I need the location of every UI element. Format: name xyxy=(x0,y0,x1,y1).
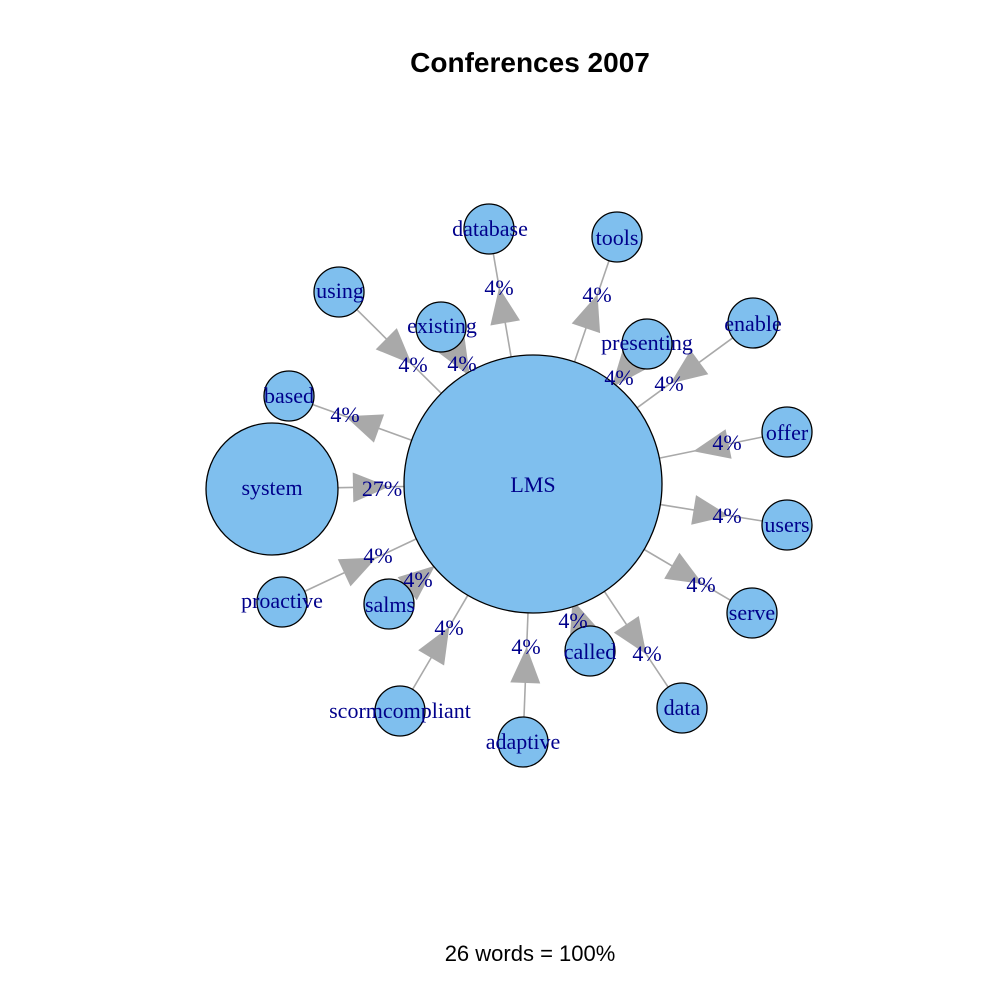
node-label-offer: offer xyxy=(766,420,809,445)
node-label-system: system xyxy=(241,475,302,500)
edge-label-presenting-lms: 4% xyxy=(604,365,633,390)
edge-layer xyxy=(304,253,763,718)
edge-arrow-existing-lms xyxy=(438,337,470,377)
node-enable xyxy=(727,297,779,349)
edge-arrow-presenting-lms xyxy=(611,350,646,388)
node-based xyxy=(263,370,315,422)
edge-label-scormcompliant-lms: 4% xyxy=(434,615,463,640)
node-label-tools: tools xyxy=(596,225,639,250)
node-label-database: database xyxy=(452,216,528,241)
edge-label-system-lms: 27% xyxy=(362,476,402,501)
node-data xyxy=(656,682,708,734)
edge-label-lms-based: 4% xyxy=(330,402,359,427)
node-label-users: users xyxy=(764,512,809,537)
node-label-existing: existing xyxy=(407,313,477,338)
node-label-adaptive: adaptive xyxy=(486,729,561,754)
edge-arrow-enable-lms xyxy=(670,350,709,384)
edge-label-existing-lms: 4% xyxy=(447,351,476,376)
edge-label-adaptive-lms: 4% xyxy=(511,634,540,659)
node-label-based: based xyxy=(264,383,314,408)
edge-arrow-lms-serve xyxy=(664,552,703,584)
footer-note: 26 words = 100% xyxy=(445,941,616,966)
edge-label-salms-lms: 4% xyxy=(403,567,432,592)
edge-label-enable-lms: 4% xyxy=(654,371,683,396)
node-users xyxy=(761,499,813,551)
node-presenting xyxy=(621,318,673,370)
edge-label-lms-data: 4% xyxy=(632,641,661,666)
edge-arrow-salms-lms xyxy=(397,565,435,601)
node-serve xyxy=(726,587,778,639)
edge-label-offer-lms: 4% xyxy=(712,430,741,455)
edge-label-called-lms: 4% xyxy=(558,608,587,633)
node-layer: LMS system database tools using existing prese… xyxy=(205,203,813,768)
node-proactive xyxy=(256,576,308,628)
node-label-lms: LMS xyxy=(510,472,555,497)
edge-arrow-proactive-lms xyxy=(337,557,377,587)
edge-arrow-lms-based xyxy=(345,414,385,443)
node-lms xyxy=(403,354,663,614)
node-offer xyxy=(761,406,813,458)
node-tools xyxy=(591,211,643,263)
edge-arrow-using-lms xyxy=(375,328,412,365)
node-label-called: called xyxy=(564,639,617,664)
edge-label-lms-serve: 4% xyxy=(686,572,715,597)
node-scormcompliant xyxy=(374,685,426,737)
node-called xyxy=(564,625,616,677)
node-using xyxy=(313,266,365,318)
node-database xyxy=(463,203,515,255)
edge-arrow-offer-lms xyxy=(693,429,732,459)
node-existing xyxy=(415,301,467,353)
edge-label-layer: 27%4% 4%4% 4%4% 4%4%4%4%4%4% 4%4%4%4%4% xyxy=(330,275,741,666)
node-system xyxy=(205,422,339,556)
edge-arrow-lms-tools xyxy=(571,294,601,334)
edge-arrow-scormcompliant-lms xyxy=(418,626,450,666)
edge-label-lms-tools: 4% xyxy=(582,282,611,307)
node-label-enable: enable xyxy=(724,311,781,336)
node-label-scormcompliant: scormcompliant xyxy=(329,698,471,723)
edge-arrow-lms-users xyxy=(691,495,730,525)
node-salms xyxy=(363,578,415,630)
node-label-using: using xyxy=(316,278,364,303)
edge-label-lms-database: 4% xyxy=(484,275,513,300)
edge-label-lms-users: 4% xyxy=(712,503,741,528)
edge-label-using-lms: 4% xyxy=(398,352,427,377)
edge-arrow-system-lms xyxy=(352,472,389,503)
chart-title: Conferences 2007 xyxy=(410,47,650,78)
node-label-salms: salms xyxy=(365,592,415,617)
node-label-proactive: proactive xyxy=(241,588,323,613)
node-label-serve: serve xyxy=(729,600,775,625)
edge-arrow-lms-database xyxy=(490,287,520,326)
node-label-data: data xyxy=(664,695,701,720)
edge-arrow-adaptive-lms xyxy=(510,647,541,684)
node-label-presenting: presenting xyxy=(601,330,693,355)
edge-label-proactive-lms: 4% xyxy=(363,543,392,568)
node-adaptive xyxy=(497,716,549,768)
edge-arrow-lms-data xyxy=(613,616,647,655)
